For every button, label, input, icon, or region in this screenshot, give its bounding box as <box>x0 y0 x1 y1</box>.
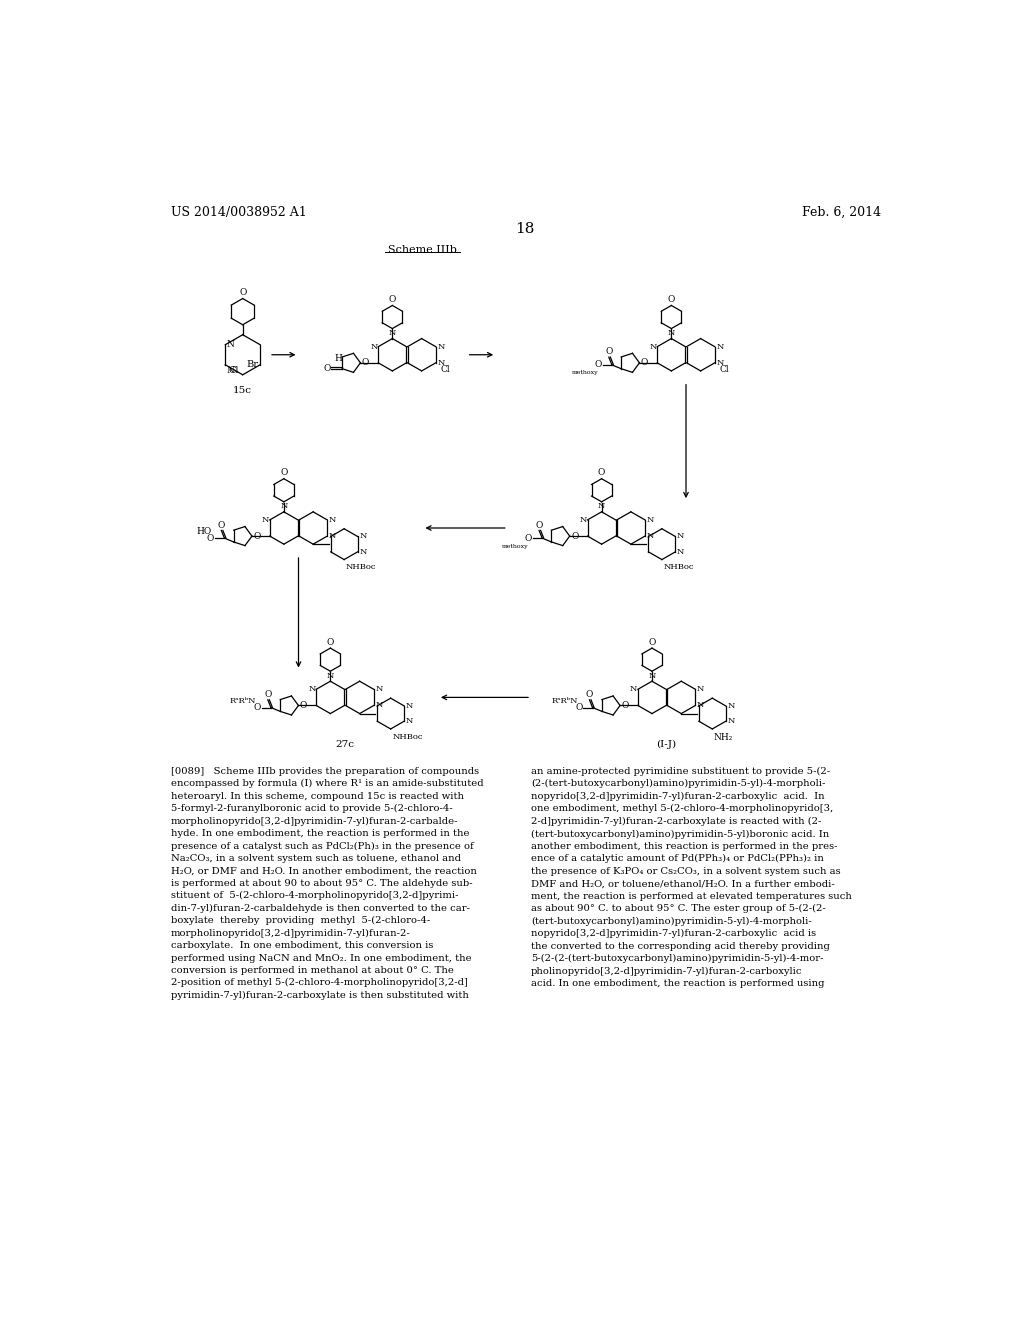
Text: 18: 18 <box>515 222 535 235</box>
Text: O: O <box>218 520 225 529</box>
Text: O: O <box>586 690 593 700</box>
Text: N: N <box>648 672 655 680</box>
Text: (I-J): (I-J) <box>656 739 677 748</box>
Text: O: O <box>668 294 675 304</box>
Text: O: O <box>598 469 605 478</box>
Text: N: N <box>649 343 656 351</box>
Text: NHBoc: NHBoc <box>346 564 376 572</box>
Text: N: N <box>281 503 288 511</box>
Text: N: N <box>598 503 605 511</box>
Text: N: N <box>668 329 675 337</box>
Text: O: O <box>389 294 396 304</box>
Text: N: N <box>677 548 684 556</box>
Text: US 2014/0038952 A1: US 2014/0038952 A1 <box>171 206 306 219</box>
Text: N: N <box>375 685 383 693</box>
Text: N: N <box>226 341 234 350</box>
Text: O: O <box>239 288 247 297</box>
Text: O: O <box>536 520 543 529</box>
Text: O: O <box>641 358 648 367</box>
Text: HO: HO <box>196 527 211 536</box>
Text: 15c: 15c <box>233 385 252 395</box>
Text: O: O <box>605 347 612 356</box>
Text: N: N <box>406 702 413 710</box>
Text: N: N <box>406 717 413 725</box>
Text: H: H <box>335 354 342 363</box>
Text: [0089]   Scheme IIIb provides the preparation of compounds
encompassed by formul: [0089] Scheme IIIb provides the preparat… <box>171 767 483 1001</box>
Text: N: N <box>580 516 587 524</box>
Text: O: O <box>327 638 334 647</box>
Text: N: N <box>646 532 654 540</box>
Text: 27c: 27c <box>336 739 354 748</box>
Text: O: O <box>622 701 629 710</box>
Text: O: O <box>361 358 370 367</box>
Text: NHBoc: NHBoc <box>664 564 694 572</box>
Text: N: N <box>646 516 654 524</box>
Text: N: N <box>727 717 734 725</box>
Text: O: O <box>571 532 579 541</box>
Text: N: N <box>697 701 705 709</box>
Text: methoxy: methoxy <box>502 544 528 549</box>
Text: O: O <box>575 704 583 711</box>
Text: Feb. 6, 2014: Feb. 6, 2014 <box>802 206 882 219</box>
Text: O: O <box>324 364 331 374</box>
Text: Cl: Cl <box>720 366 729 374</box>
Text: N: N <box>308 685 315 693</box>
Text: O: O <box>281 469 288 478</box>
Text: O: O <box>648 638 655 647</box>
Text: N: N <box>359 532 367 540</box>
Text: Cl: Cl <box>440 366 450 374</box>
Text: N: N <box>717 359 724 367</box>
Text: O: O <box>254 704 261 711</box>
Text: RᵃRᵇN: RᵃRᵇN <box>551 697 578 705</box>
Text: N: N <box>677 532 684 540</box>
Text: O: O <box>207 533 214 543</box>
Text: N: N <box>329 516 336 524</box>
Text: an amine-protected pyrimidine substituent to provide 5-(2-
(2-(tert-butoxycarbon: an amine-protected pyrimidine substituen… <box>531 767 852 987</box>
Text: N: N <box>359 548 367 556</box>
Text: Cl: Cl <box>228 367 239 375</box>
Text: O: O <box>300 701 307 710</box>
Text: N: N <box>389 329 396 337</box>
Text: Scheme IIIb: Scheme IIIb <box>388 246 457 255</box>
Text: N: N <box>327 672 334 680</box>
Text: N: N <box>370 343 378 351</box>
Text: RᵃRᵇN: RᵃRᵇN <box>229 697 256 705</box>
Text: O: O <box>595 360 602 370</box>
Text: N: N <box>717 343 724 351</box>
Text: N: N <box>630 685 637 693</box>
Text: N: N <box>697 685 705 693</box>
Text: N: N <box>226 366 234 375</box>
Text: O: O <box>264 690 271 700</box>
Text: N: N <box>437 343 444 351</box>
Text: O: O <box>524 533 532 543</box>
Text: NH₂: NH₂ <box>714 733 733 742</box>
Text: N: N <box>329 532 336 540</box>
Text: Br: Br <box>247 360 259 370</box>
Text: O: O <box>254 532 261 541</box>
Text: N: N <box>437 359 444 367</box>
Text: N: N <box>727 702 734 710</box>
Text: methoxy: methoxy <box>571 370 598 375</box>
Text: NHBoc: NHBoc <box>392 733 423 741</box>
Text: N: N <box>261 516 269 524</box>
Text: N: N <box>375 701 383 709</box>
